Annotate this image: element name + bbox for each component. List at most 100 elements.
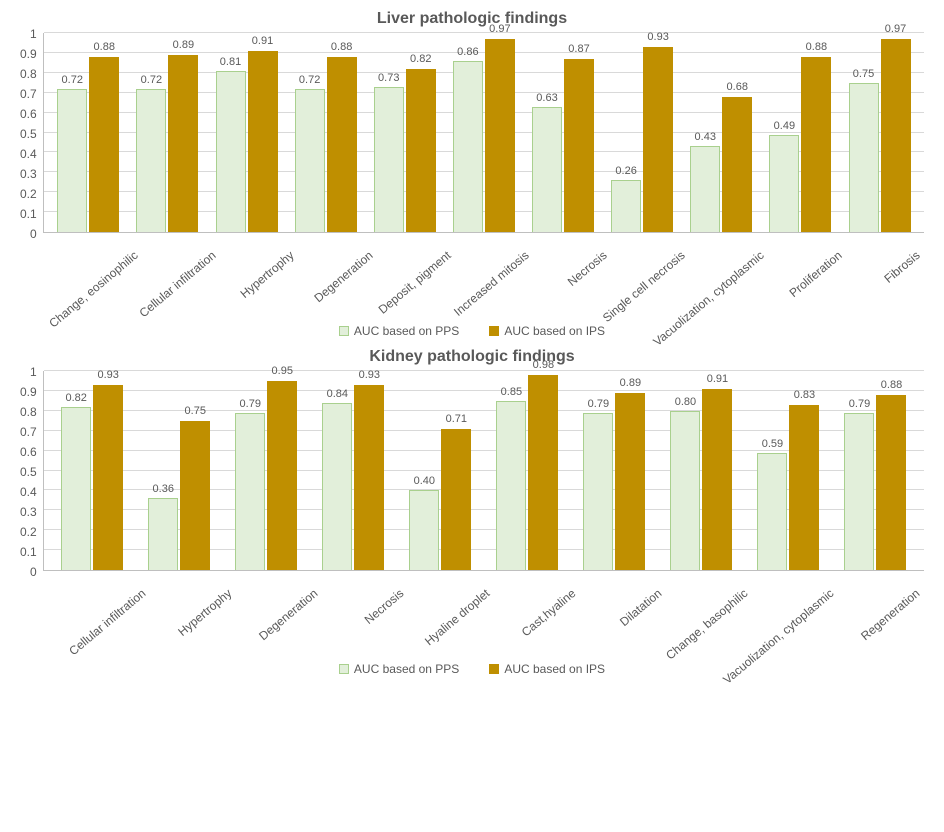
bar-value-label: 0.75 [853,68,874,80]
bar-pps: 0.79 [844,413,874,570]
bar-value-label: 0.93 [97,369,118,381]
bar-pps: 0.81 [216,71,246,232]
bar-ips: 0.87 [564,59,594,232]
bar-ips: 0.98 [528,375,558,570]
chart-area: 10.90.80.70.60.50.40.30.20.100.720.880.7… [20,33,924,233]
bar-value-label: 0.40 [414,475,435,487]
bar-ips: 0.89 [168,55,198,232]
bar-ips: 0.95 [267,381,297,570]
bar-group: 0.840.93 [310,371,397,570]
x-label-text: Necrosis [362,586,407,627]
bar-pps: 0.40 [409,490,439,570]
bar-group: 0.790.89 [571,371,658,570]
bar-pps: 0.82 [61,407,91,570]
bar-pps: 0.80 [670,411,700,570]
bar-ips: 0.93 [93,385,123,570]
x-label-text: Degeneration [311,248,375,305]
bar-group: 0.400.71 [397,371,484,570]
bar-value-label: 0.93 [647,31,668,43]
plot-area: 0.820.930.360.750.790.950.840.930.400.71… [43,371,924,571]
bar-value-label: 0.79 [849,398,870,410]
x-axis-labels: Change, eosinophilicCellular infiltratio… [54,233,924,328]
bar-value-label: 0.72 [299,74,320,86]
bar-ips: 0.89 [615,393,645,570]
bar-ips: 0.88 [89,57,119,232]
bar-ips: 0.83 [789,405,819,570]
bar-value-label: 0.43 [695,131,716,143]
y-axis: 10.90.80.70.60.50.40.30.20.10 [20,371,43,571]
bar-pps: 0.72 [57,89,87,232]
x-label-text: Hypertrophy [238,248,297,301]
bar-group: 0.86 0.97 [444,33,523,232]
bar-group: 0.72 0.88 [286,33,365,232]
bar-pps: 0.73 [374,87,404,232]
bar-ips: 0.91 [248,51,278,232]
bar-group: 0.850.98 [484,371,571,570]
bar-value-label: 0.88 [806,41,827,53]
bar-value-label: 0.49 [774,120,795,132]
x-label-text: Proliferation [786,248,844,300]
legend-swatch [339,326,349,336]
bar-ips: 0.88 [801,57,831,232]
bar-ips: 0.88 [876,395,906,570]
bar-value-label: 0.87 [568,43,589,55]
bar-value-label: 0.84 [327,388,348,400]
bar-pps: 0.43 [690,146,720,232]
bar-pps: 0.79 [235,413,265,570]
bar-pps: 0.49 [769,135,799,233]
bar-group: 0.810.91 [207,33,286,232]
bar-group: 0.360.75 [136,371,223,570]
bar-value-label: 0.88 [881,379,902,391]
bar-ips: 0.68 [722,97,752,232]
x-label-text: Cellular infiltration [66,586,148,658]
bar-value-label: 0.88 [331,41,352,53]
bar-value-label: 0.91 [252,35,273,47]
bar-value-label: 0.86 [457,46,478,58]
bar-value-label: 0.89 [173,39,194,51]
bar-group: 0.730.82 [365,33,444,232]
bar-pps: 0.72 [136,89,166,232]
chart-title: Liver pathologic findings [20,10,924,28]
bar-ips: 0.93 [643,47,673,232]
bar-value-label: 0.72 [62,74,83,86]
bar-value-label: 0.95 [272,365,293,377]
bar-group: 0.430.68 [682,33,761,232]
y-axis: 10.90.80.70.60.50.40.30.20.10 [20,33,43,233]
x-label-text: Necrosis [565,248,610,289]
bar-value-label: 0.59 [762,438,783,450]
bar-value-label: 0.80 [675,396,696,408]
x-label-text: Regeneration [858,586,922,643]
bars-container: 0.720.880.720.890.810.910.720.880.730.82… [44,33,924,232]
bar-value-label: 0.97 [489,23,510,35]
bar-value-label: 0.36 [153,483,174,495]
bar-ips: 0.71 [441,429,471,570]
bars-container: 0.820.930.360.750.790.950.840.930.400.71… [44,371,924,570]
chart-area: 10.90.80.70.60.50.40.30.20.100.820.930.3… [20,371,924,571]
bar-ips: 0.97 [485,39,515,232]
bar-pps: 0.26 [611,180,641,232]
chart-block-0: Liver pathologic findings 10.90.80.70.60.… [20,10,924,338]
bar-pps: 0.36 [148,498,178,570]
x-label-text: Degeneration [256,586,320,643]
bar-pps: 0.84 [322,403,352,570]
bar-group: 0.630.87 [523,33,602,232]
x-label: Regeneration [853,571,944,699]
bar-value-label: 0.71 [446,413,467,425]
bar-pps: 0.85 [496,401,526,570]
charts-root: Liver pathologic findings 10.90.80.70.60.… [20,10,924,676]
bar-pps: 0.59 [757,453,787,570]
legend-swatch [489,326,499,336]
bar-group: 0.790.88 [832,371,919,570]
bar-ips: 0.75 [180,421,210,570]
bar-value-label: 0.75 [185,405,206,417]
bar-ips: 0.88 [327,57,357,232]
bar-group: 0.720.88 [49,33,128,232]
x-label-text: Change, eosinophilic [46,248,140,330]
bar-value-label: 0.68 [727,81,748,93]
bar-group: 0.750.97 [840,33,919,232]
bar-pps: 0.63 [532,107,562,232]
bar-pps: 0.79 [583,413,613,570]
bar-value-label: 0.91 [707,373,728,385]
bar-group: 0.260.93 [603,33,682,232]
x-label-text: Hyaline droplet [422,586,492,648]
